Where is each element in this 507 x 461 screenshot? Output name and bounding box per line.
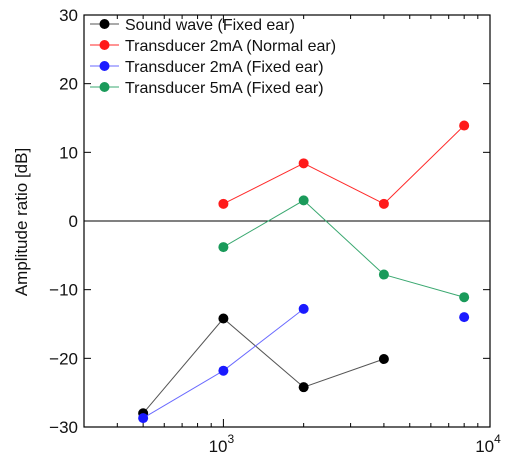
- data-point: [378, 269, 389, 280]
- y-tick-label: 20: [59, 75, 78, 94]
- y-tick-label: −30: [49, 418, 78, 437]
- data-point: [218, 242, 229, 253]
- y-tick-label: 0: [69, 212, 78, 231]
- data-point: [378, 354, 389, 365]
- legend-marker: [99, 82, 110, 92]
- data-point: [298, 303, 309, 314]
- legend-label: Transducer 2mA (Normal ear): [125, 38, 336, 55]
- y-tick-label: −20: [49, 349, 78, 368]
- series-line: [142, 308, 304, 419]
- data-point: [298, 382, 309, 393]
- data-point: [459, 312, 470, 323]
- y-tick-label: −10: [49, 281, 78, 300]
- legend-item: Sound wave (Fixed ear): [90, 17, 295, 34]
- legend-label: Transducer 2mA (Fixed ear): [125, 59, 324, 76]
- ticks-layer: −30 −20 −10 0 10 20 30 103 104: [49, 6, 501, 456]
- data-point: [298, 158, 309, 169]
- series-layer: [138, 120, 470, 424]
- legend-marker: [99, 61, 110, 71]
- legend-item: Transducer 2mA (Fixed ear): [90, 59, 324, 76]
- series-line: [142, 317, 385, 414]
- series-line: [223, 199, 465, 298]
- y-axis-title: Amplitude ratio [dB]: [12, 148, 31, 296]
- legend-marker: [99, 19, 110, 29]
- data-point: [218, 313, 229, 324]
- legend-item: Transducer 2mA (Normal ear): [90, 38, 336, 55]
- data-point: [138, 413, 149, 424]
- series-1: [218, 120, 470, 209]
- legend-marker: [99, 40, 110, 50]
- legend-label: Transducer 5mA (Fixed ear): [125, 80, 324, 97]
- series-2: [138, 303, 470, 424]
- series-line: [223, 125, 465, 205]
- legend: Sound wave (Fixed ear) Transducer 2mA (No…: [90, 17, 336, 97]
- data-point: [218, 198, 229, 209]
- y-tick-label: 10: [59, 143, 78, 162]
- legend-item: Transducer 5mA (Fixed ear): [90, 80, 324, 97]
- x-tick-label: 103: [209, 432, 235, 456]
- series-0: [138, 313, 389, 419]
- series-3: [218, 195, 470, 303]
- x-tick-label: 104: [475, 432, 501, 456]
- data-point: [218, 365, 229, 376]
- data-point: [459, 292, 470, 303]
- legend-label: Sound wave (Fixed ear): [125, 17, 295, 34]
- data-point: [298, 195, 309, 206]
- y-tick-label: 30: [59, 6, 78, 25]
- data-point: [378, 198, 389, 209]
- data-point: [459, 120, 470, 131]
